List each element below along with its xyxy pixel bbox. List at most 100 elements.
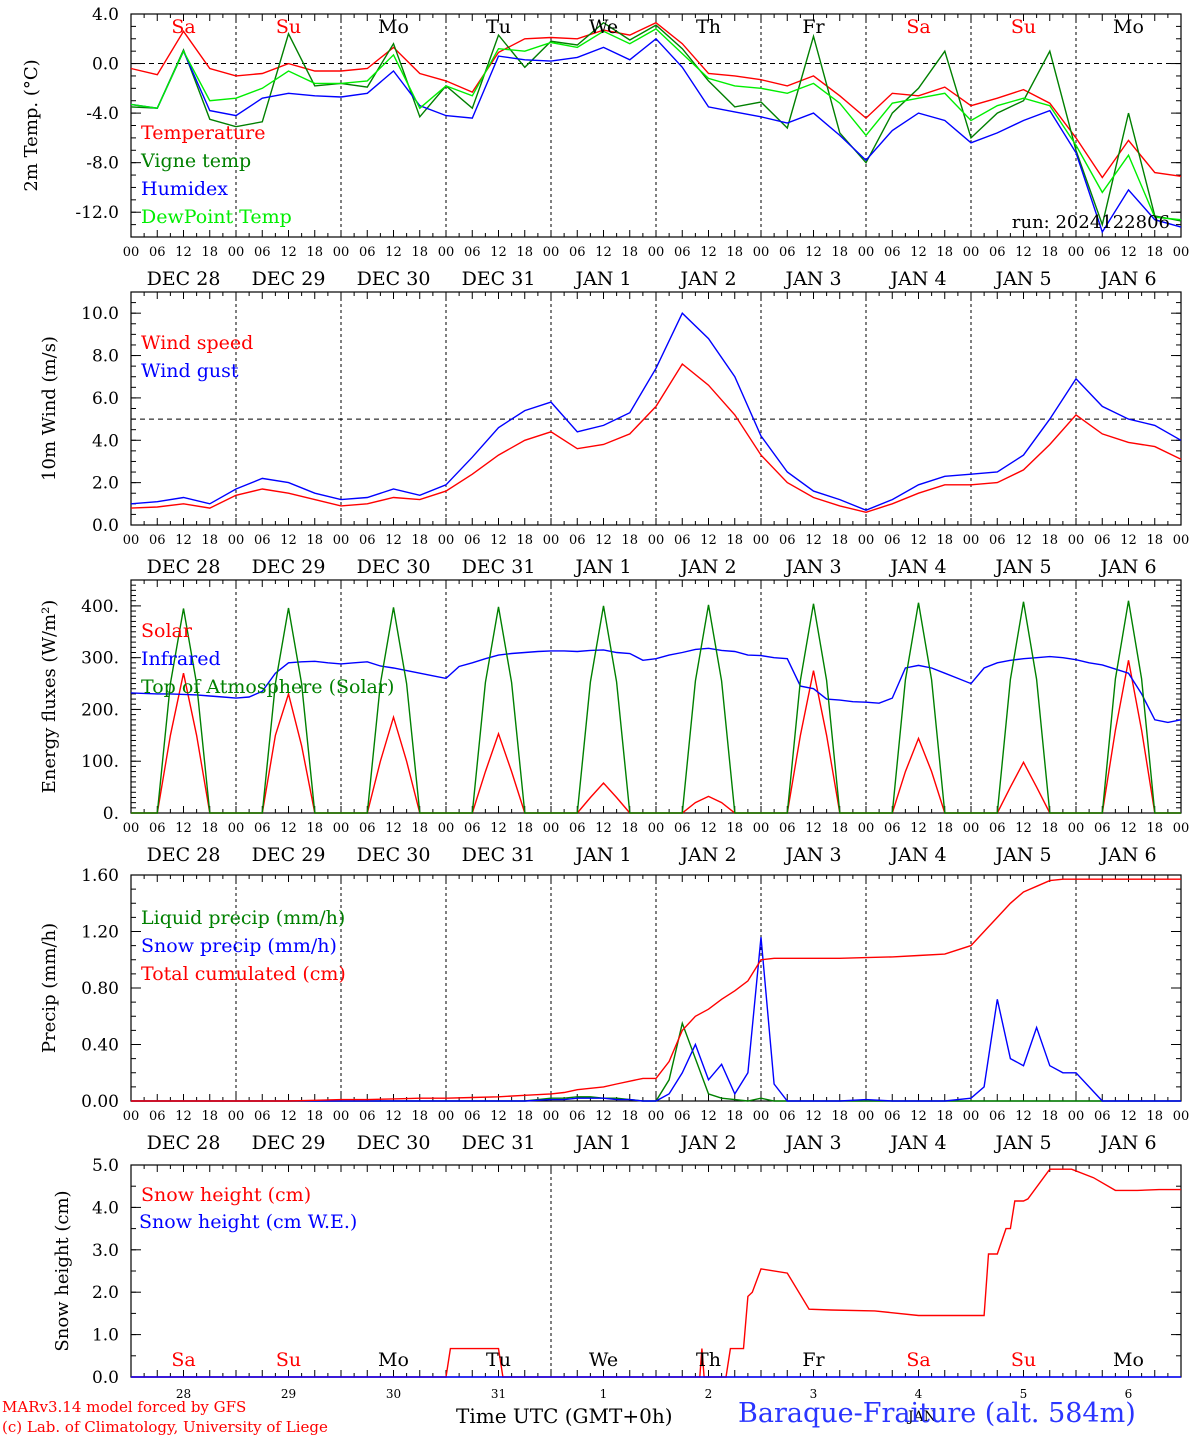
series-line-2 bbox=[131, 937, 1181, 1102]
x-hour-label: 06 bbox=[359, 245, 376, 260]
y-tick-label: 0.0 bbox=[92, 516, 119, 536]
x-hour-label: 18 bbox=[306, 533, 323, 548]
x-hour-label: 00 bbox=[123, 245, 140, 260]
x-hour-label: 12 bbox=[910, 245, 927, 260]
x-hour-label: 12 bbox=[1120, 245, 1137, 260]
x-hour-label: 06 bbox=[779, 821, 796, 836]
x-hour-label: 18 bbox=[1041, 1109, 1058, 1124]
weekday-label: Sa bbox=[906, 1349, 930, 1371]
x-hour-label: 00 bbox=[123, 1109, 140, 1124]
x-hour-label: 00 bbox=[858, 245, 875, 260]
x-hour-label: 06 bbox=[254, 821, 271, 836]
x-date-label: JAN 1 bbox=[573, 844, 631, 866]
x-hour-label: 18 bbox=[516, 1109, 533, 1124]
x-hour-label: 06 bbox=[884, 1109, 901, 1124]
x-hour-label: 12 bbox=[595, 1109, 612, 1124]
x-hour-label: 00 bbox=[333, 821, 350, 836]
x-hour-label: 12 bbox=[385, 533, 402, 548]
series-line-1 bbox=[130, 362, 1182, 514]
x-hour-label: 06 bbox=[1094, 1109, 1111, 1124]
x-hour-label: 06 bbox=[779, 245, 796, 260]
x-day-number: 2 bbox=[705, 1387, 713, 1401]
x-hour-label: 18 bbox=[621, 533, 638, 548]
credit-line-1: MARv3.14 model forced by GFS bbox=[2, 1398, 247, 1416]
x-hour-label: 18 bbox=[306, 245, 323, 260]
x-hour-label: 00 bbox=[123, 533, 140, 548]
x-hour-label: 12 bbox=[385, 821, 402, 836]
x-hour-label: 00 bbox=[858, 533, 875, 548]
x-date-label: JAN 4 bbox=[888, 1132, 946, 1154]
x-hour-label: 12 bbox=[700, 533, 717, 548]
weekday-label: We bbox=[589, 16, 618, 38]
x-date-label: DEC 31 bbox=[462, 844, 536, 866]
x-date-label: DEC 29 bbox=[252, 844, 326, 866]
x-hour-label: 18 bbox=[201, 245, 218, 260]
y-tick-label: 0.0 bbox=[92, 1368, 119, 1388]
y-tick-label: 6.0 bbox=[92, 389, 119, 409]
x-hour-label: 18 bbox=[411, 245, 428, 260]
x-hour-label: 00 bbox=[648, 1109, 665, 1124]
legend-entry: Snow height (cm W.E.) bbox=[139, 1211, 357, 1233]
x-hour-label: 00 bbox=[648, 533, 665, 548]
x-hour-label: 18 bbox=[621, 245, 638, 260]
x-hour-label: 06 bbox=[464, 533, 481, 548]
x-date-label: DEC 29 bbox=[252, 556, 326, 578]
x-hour-label: 18 bbox=[411, 533, 428, 548]
weekday-label: Mo bbox=[378, 1349, 409, 1371]
x-axis-title: Time UTC (GMT+0h) bbox=[456, 1404, 673, 1428]
legend-entry: DewPoint Temp bbox=[141, 206, 292, 228]
x-hour-label: 18 bbox=[1146, 821, 1163, 836]
x-date-label: DEC 28 bbox=[147, 844, 221, 866]
x-hour-label: 12 bbox=[910, 821, 927, 836]
x-hour-label: 00 bbox=[648, 821, 665, 836]
x-hour-label: 18 bbox=[621, 821, 638, 836]
x-hour-label: 06 bbox=[359, 821, 376, 836]
x-date-label: JAN 6 bbox=[1098, 556, 1156, 578]
x-hour-label: 18 bbox=[831, 245, 848, 260]
x-hour-label: 00 bbox=[963, 533, 980, 548]
x-day-number: 4 bbox=[915, 1387, 923, 1401]
legend-entry: Humidex bbox=[141, 178, 228, 200]
x-hour-label: 06 bbox=[779, 533, 796, 548]
y-axis-label: 2m Temp. (°C) bbox=[21, 59, 42, 191]
x-date-label: JAN 3 bbox=[783, 1132, 841, 1154]
y-axis-label: Energy fluxes (W/m²) bbox=[39, 600, 60, 794]
x-hour-label: 06 bbox=[569, 821, 586, 836]
x-hour-label: 06 bbox=[674, 1109, 691, 1124]
x-date-label: DEC 30 bbox=[357, 268, 431, 290]
y-tick-label: 4.0 bbox=[92, 431, 119, 451]
x-hour-label: 12 bbox=[595, 533, 612, 548]
x-hour-label: 18 bbox=[936, 245, 953, 260]
y-tick-label: 0. bbox=[103, 804, 119, 824]
legend-entry: Liquid precip (mm/h) bbox=[141, 907, 345, 929]
x-hour-label: 06 bbox=[254, 533, 271, 548]
y-tick-label: 1.20 bbox=[81, 923, 119, 943]
legend-entry: Snow precip (mm/h) bbox=[141, 935, 337, 957]
x-hour-label: 00 bbox=[228, 821, 245, 836]
series-line-3 bbox=[131, 600, 1181, 814]
x-hour-label: 00 bbox=[963, 245, 980, 260]
x-date-label: JAN 5 bbox=[993, 1132, 1051, 1154]
x-hour-label: 12 bbox=[805, 1109, 822, 1124]
x-hour-label: 18 bbox=[831, 821, 848, 836]
x-date-label: DEC 30 bbox=[357, 844, 431, 866]
x-hour-label: 06 bbox=[149, 533, 166, 548]
legend-entry: Top of Atmosphere (Solar) bbox=[141, 676, 394, 698]
x-date-label: JAN 3 bbox=[783, 844, 841, 866]
x-hour-label: 18 bbox=[1041, 821, 1058, 836]
x-hour-label: 12 bbox=[1120, 821, 1137, 836]
x-hour-label: 00 bbox=[543, 245, 560, 260]
x-hour-label: 18 bbox=[411, 1109, 428, 1124]
x-date-label: DEC 29 bbox=[252, 1132, 326, 1154]
x-date-label: DEC 28 bbox=[147, 1132, 221, 1154]
weekday-label: Su bbox=[276, 16, 301, 38]
series-line-2 bbox=[130, 647, 1182, 724]
x-hour-label: 18 bbox=[936, 533, 953, 548]
x-hour-label: 18 bbox=[411, 821, 428, 836]
x-hour-label: 00 bbox=[543, 821, 560, 836]
x-hour-label: 12 bbox=[910, 1109, 927, 1124]
x-date-label: JAN 1 bbox=[573, 268, 631, 290]
x-date-label: JAN 2 bbox=[678, 844, 736, 866]
y-axis-label: 10m Wind (m/s) bbox=[39, 336, 60, 481]
legend-entry: Snow height (cm) bbox=[141, 1184, 311, 1206]
